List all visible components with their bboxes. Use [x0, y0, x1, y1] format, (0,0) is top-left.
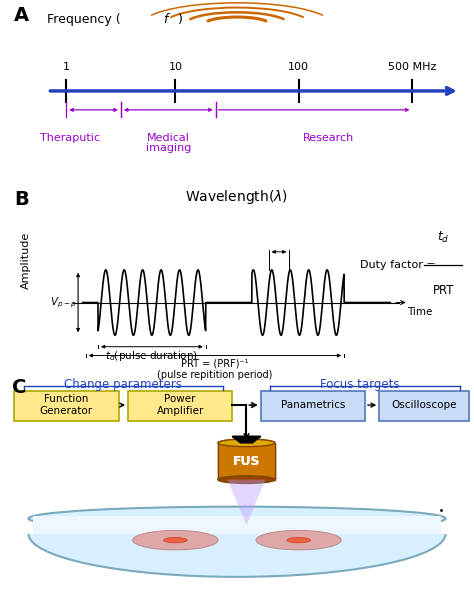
Ellipse shape: [218, 476, 275, 484]
Ellipse shape: [133, 530, 218, 550]
Text: Focus targets: Focus targets: [320, 378, 400, 391]
Text: B: B: [14, 191, 29, 210]
Text: FUS: FUS: [233, 455, 260, 468]
Text: PRT = (PRF)⁻¹
(pulse repitition period): PRT = (PRF)⁻¹ (pulse repitition period): [157, 358, 273, 379]
Text: Panametrics: Panametrics: [281, 400, 345, 410]
FancyBboxPatch shape: [261, 391, 365, 422]
Text: Research: Research: [302, 133, 354, 143]
Text: Power
Amplifier: Power Amplifier: [156, 394, 204, 416]
Text: $V_{p-p}$: $V_{p-p}$: [50, 295, 76, 310]
Text: Time: Time: [407, 307, 432, 317]
Text: FUS: FUS: [233, 455, 260, 468]
Ellipse shape: [28, 490, 446, 577]
Text: Oscilloscope: Oscilloscope: [392, 400, 457, 410]
Polygon shape: [232, 436, 261, 443]
Text: 10: 10: [168, 62, 182, 72]
Text: Wavelength($\lambda$): Wavelength($\lambda$): [185, 188, 289, 207]
Ellipse shape: [287, 538, 310, 543]
Text: Theraputic: Theraputic: [40, 133, 100, 143]
Polygon shape: [232, 436, 261, 443]
Polygon shape: [228, 480, 265, 525]
Text: Function
Generator: Function Generator: [40, 394, 93, 416]
Ellipse shape: [28, 507, 446, 530]
Bar: [24, 480, 450, 533]
Text: C: C: [12, 378, 26, 397]
Text: Change parameters: Change parameters: [64, 378, 182, 391]
Text: $t_d$(pulse duration): $t_d$(pulse duration): [105, 349, 198, 363]
Text: 1: 1: [63, 62, 70, 72]
Text: 100: 100: [288, 62, 309, 72]
Text: A: A: [14, 6, 29, 25]
Text: ): ): [178, 13, 182, 26]
FancyBboxPatch shape: [14, 391, 118, 422]
Ellipse shape: [164, 538, 187, 543]
Text: $t_d$: $t_d$: [437, 230, 449, 245]
Text: PRT: PRT: [432, 284, 454, 297]
FancyBboxPatch shape: [128, 391, 232, 422]
Ellipse shape: [218, 439, 275, 447]
Ellipse shape: [218, 476, 275, 484]
Text: f: f: [164, 13, 168, 26]
Text: Amplitude: Amplitude: [21, 232, 31, 289]
FancyBboxPatch shape: [379, 391, 469, 422]
Bar: [218, 443, 275, 480]
Text: Medical
imaging: Medical imaging: [146, 133, 191, 153]
Ellipse shape: [218, 439, 275, 447]
Ellipse shape: [256, 530, 341, 550]
Text: Frequency (: Frequency (: [47, 13, 121, 26]
Text: Duty factor =: Duty factor =: [360, 260, 439, 269]
Text: 500 MHz: 500 MHz: [388, 62, 437, 72]
Bar: [218, 443, 275, 480]
Bar: [33, 516, 441, 533]
